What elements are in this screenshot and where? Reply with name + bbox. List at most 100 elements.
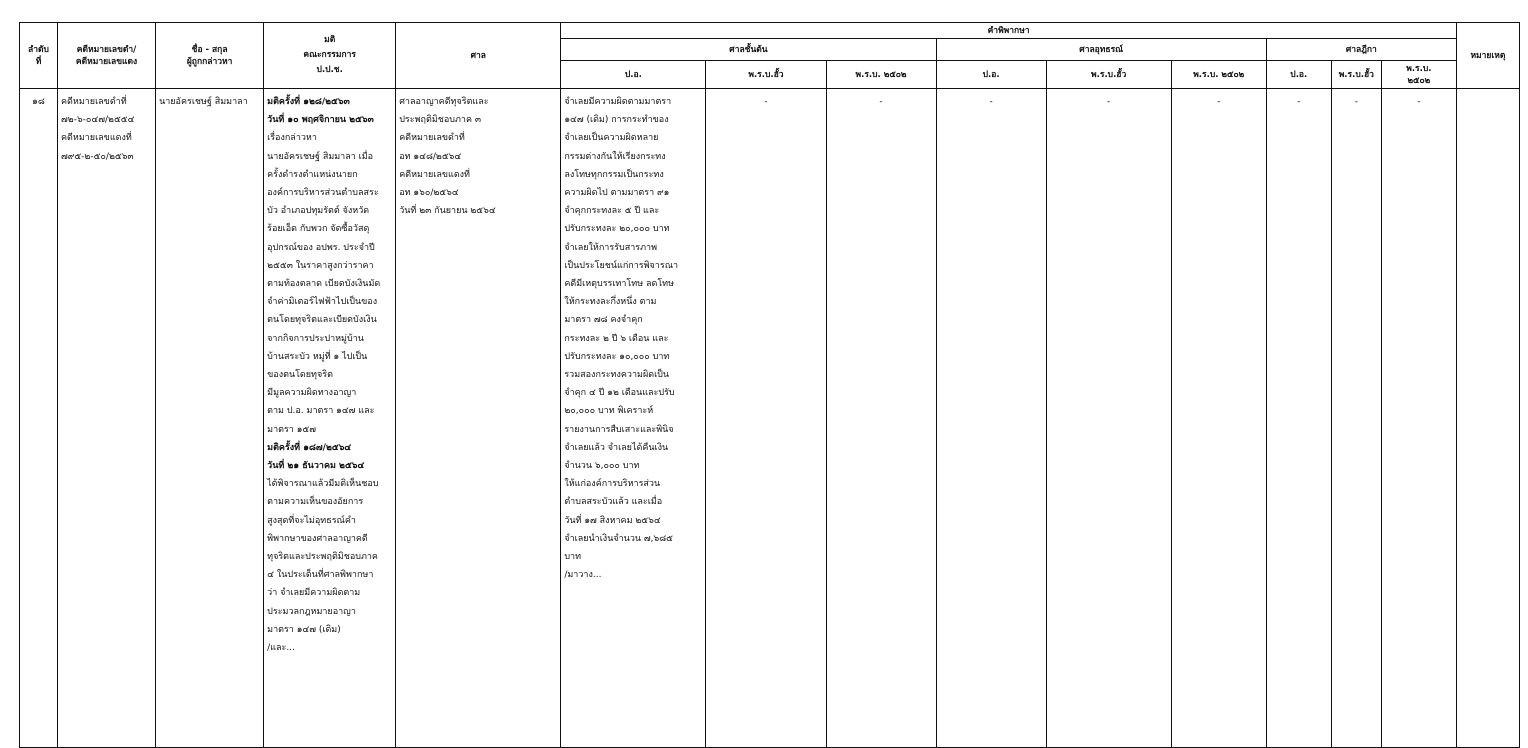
cell-appeal-po: - [935,88,1047,748]
text-line: คดีหมายเลขดำที่ [61,97,127,107]
text-line: ๔ ในประเด็นที่ศาลพิพากษา [267,570,374,581]
text-line: มติครั้งที่ ๑๒๘/๒๕๖๓ [267,97,350,107]
text-line: เป็นประโยชน์แก่การพิจารณา [564,260,679,271]
text-line: จำเลยนำเงินจำนวน ๗,๖๘๕ [564,533,673,544]
text-line: ได้พิจารณาแล้วมีมติเห็นชอบ [267,479,379,490]
text-line: ปรับกระทงละ ๒๐,๐๐๐ บาท [564,224,670,235]
cell-first-2502: - [825,88,937,748]
text-line: จำนวน ๖,๐๐๐ บาท [564,461,640,472]
text-line: รายงานการสืบเสาะและพินิจ [564,424,674,435]
text-line: ประมวลกฎหมายอาญา [267,606,356,617]
text-line: มาตรา ๑๔๗ (เดิม) [267,624,341,635]
header-first-instance: ศาลชั้นต้น [560,38,937,61]
subheader: พ.ร.บ.ฮั้ว [1330,60,1382,89]
text-line: /และ... [267,643,295,654]
text-line: ตนโดยทุจริตและเบียดบังเงิน [267,315,377,326]
text-line: องค์การบริหารส่วนตำบลสระ [267,188,379,199]
subheader: พ.ร.บ. ๒๕๐๒ [1380,60,1457,89]
subheader: ป.อ. [1265,60,1332,89]
text-line: ความผิดไป ตามมาตรา ๙๑ [564,188,670,199]
text-line: ทุจริตและประพฤติมิชอบภาค [267,552,378,563]
cell-first-bid: - [705,88,827,748]
text-line: ตำบลสระบัวแล้ว และเมื่อ [564,497,663,508]
text-line: ศาลอาญาคดีทุจริตและ [399,97,489,107]
text-line: วันที่ ๒๓ กันยายน ๒๕๖๔ [399,206,496,217]
cell-first-po: จำเลยมีความผิดตามมาตรา๑๔๗ (เดิม) การกระท… [560,88,707,748]
cell-remark [1455,88,1521,748]
cell-name: นายอัครเชษฐ์ สิมมาลา [155,88,265,748]
cell-resolution: มติครั้งที่ ๑๒๘/๒๕๖๓วันที่ ๑๐ พฤศจิกายน … [263,88,397,748]
table-row: ๑๘ คดีหมายเลขดำที่ ๗๒-๖-๐๔๗/๒๕๕๔ คดีหมายเล… [18,88,1521,748]
text-line: อุปกรณ์ของ อปพร. ประจำปี [267,242,375,253]
cell-appeal-bid: - [1045,88,1172,748]
header-court: ศาล [395,22,562,89]
text-line: บัว อำเภอปทุมรัตต์ จังหวัด [267,206,370,217]
text-line: ตามท้องตลาด เบียดบังเงินมัด [267,279,381,290]
text-line: จำเลยแล้ว จำเลยได้คืนเงิน [564,442,669,453]
text-line: อท ๑๔๘/๒๕๖๔ [399,151,462,162]
subheader: ป.อ. [560,60,707,89]
text-line: จำคุกกระทงละ ๕ ปี และ [564,206,660,217]
text-line: ๗๙๕-๒-๕๐/๒๕๖๓ [61,151,134,162]
text-line: นายอัครเชษฐ์ สิมมาลา เมื่อ [267,151,374,162]
text-line: วันที่ ๒๑ ธันวาคม ๒๕๖๔ [267,461,365,472]
text-line: ครั้งดำรงตำแหน่งนายก [267,169,358,180]
text-line: กระทงละ ๒ ปี ๖ เดือน และ [564,333,669,344]
text-line: จำเลยเป็นความผิดหลาย [564,133,659,144]
text-line: มาตรา ๑๕๗ [267,424,317,435]
text-line: ๒๕๕๓ ในราคาสูงกว่าราคา [267,260,374,271]
text-line: ร้อยเอ็ด กับพวก จัดซื้อวัสดุ [267,224,370,235]
text-line: คดีมีเหตุบรรเทาโทษ ลดโทษ [564,279,675,290]
subheader: พ.ร.บ. ๒๕๐๒ [1170,60,1267,89]
header-resolution: มติ คณะกรรมการ ป.ป.ช. [263,22,397,89]
subheader: พ.ร.บ.ฮั้ว [1045,60,1172,89]
subheader: ป.อ. [935,60,1047,89]
text-line: จำเลยมีความผิดตามมาตรา [564,97,672,107]
cell-supreme-po: - [1265,88,1332,748]
text-line: สูงสุดที่จะไม่อุทธรณ์คำ [267,515,356,526]
cell-court: ศาลอาญาคดีทุจริตและ ประพฤติมิชอบภาค ๓คดีห… [395,88,562,748]
text-line: ให้แก่องค์การบริหารส่วน [564,479,661,490]
text-line: วันที่ ๑๐ พฤศจิกายน ๒๕๖๓ [267,115,374,126]
text-line: จากกิจการประปาหมู่บ้าน [267,333,364,344]
text-line: พิพากษาของศาลอาญาคดี [267,533,368,544]
cell-supreme-2502: - [1380,88,1457,748]
text-line: อท ๑๖๐/๒๕๖๔ [399,188,459,199]
text-line: คดีหมายเลขแดงที่ [399,169,470,180]
text-line: ลงโทษทุกกรรมเป็นกระทง [564,169,664,180]
text-line: มาตรา ๗๘ คงจำคุก [564,315,643,326]
text-line: ให้กระทงละกึ่งหนึ่ง ตาม [564,297,657,308]
case-table: ลำดับ ที่ คดีหมายเลขดำ/ คดีหมายเลขแดง ชื… [18,22,1521,748]
text-line: จำค่ามิเตอร์ไฟฟ้าไปเป็นของ [267,297,378,308]
cell-supreme-bid: - [1330,88,1382,748]
text-line: วันที่ ๑๗ สิงหาคม ๒๕๖๔ [564,515,661,526]
header-appeal: ศาลอุทธรณ์ [935,38,1267,61]
text-line: มติครั้งที่ ๑๘๗/๒๕๖๔ [267,442,352,453]
text-line: ตามความเห็นของอัยการ [267,497,364,508]
text-line: จำคุก ๔ ปี ๑๒ เดือนและปรับ [564,388,675,399]
text-line: ๒๐,๐๐๐ บาท พิเคราะห์ [564,406,654,417]
text-line: รวมสองกระทงความผิดเป็น [564,370,670,381]
text-line: ปรับกระทงละ ๑๐,๐๐๐ บาท [564,351,670,362]
cell-case-no: คดีหมายเลขดำที่๗๒-๖-๐๔๗/๒๕๕๔คดีหมายเลขแด… [57,88,157,748]
cell-appeal-2502: - [1170,88,1267,748]
header-no: ลำดับ ที่ [18,22,59,89]
text-line: /มาวาง... [564,570,602,581]
header-name: ชื่อ - สกุล ผู้ถูกกล่าวหา [155,22,265,89]
header-judgment: คำพิพากษา [560,22,1457,39]
header-supreme: ศาลฎีกา [1265,38,1457,61]
subheader: พ.ร.บ. ๒๕๐๒ [825,60,937,89]
text-line: เรื่องกล่าวหา [267,133,317,144]
text-line: ๑๔๗ (เดิม) การกระทำของ [564,115,669,126]
cell-no: ๑๘ [18,88,59,748]
text-line: ตาม ป.อ. มาตรา ๑๔๗ และ [267,406,375,417]
subheader: พ.ร.บ.ฮั้ว [705,60,827,89]
text-line: มีมูลความผิดทางอาญา [267,388,357,399]
text-line: คดีหมายเลขแดงที่ [61,133,132,144]
text-line: คดีหมายเลขดำที่ [399,133,465,144]
header-remark: หมายเหตุ [1455,22,1521,89]
text-line: ของตนโดยทุจริต [267,370,333,381]
text-line: ว่า จำเลยมีความผิดตาม [267,588,361,599]
text-line: ๗๒-๖-๐๔๗/๒๕๕๔ [61,115,135,126]
